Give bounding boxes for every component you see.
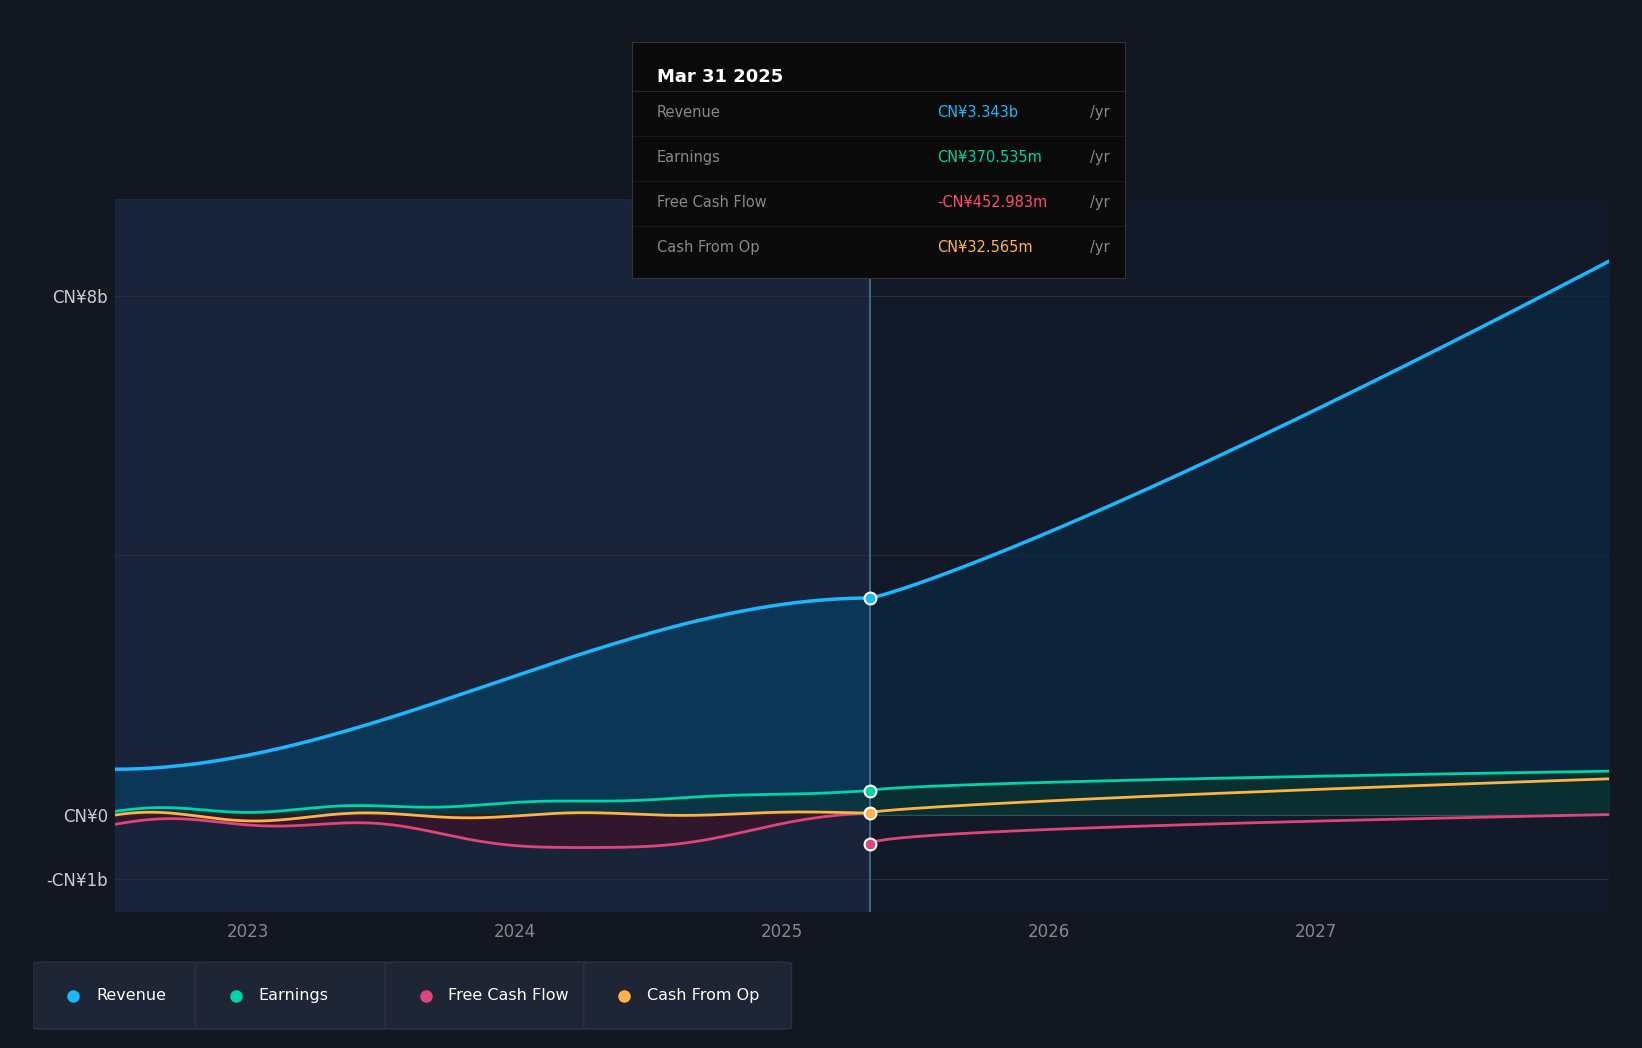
Text: /yr: /yr [1090, 150, 1110, 165]
Text: Cash From Op: Cash From Op [647, 988, 759, 1003]
Text: Free Cash Flow: Free Cash Flow [448, 988, 568, 1003]
Text: Free Cash Flow: Free Cash Flow [657, 195, 767, 210]
Text: CN¥32.565m: CN¥32.565m [938, 240, 1033, 255]
Text: Revenue: Revenue [95, 988, 166, 1003]
FancyBboxPatch shape [33, 962, 205, 1029]
Text: Past: Past [819, 253, 857, 270]
Bar [870, 199, 1609, 912]
Text: Analysts Forecasts: Analysts Forecasts [883, 253, 1051, 270]
Text: -CN¥452.983m: -CN¥452.983m [938, 195, 1048, 210]
FancyBboxPatch shape [386, 962, 593, 1029]
Text: /yr: /yr [1090, 195, 1110, 210]
Text: Revenue: Revenue [657, 105, 721, 121]
Bar [115, 199, 870, 912]
Text: CN¥370.535m: CN¥370.535m [938, 150, 1043, 165]
Text: Earnings: Earnings [657, 150, 721, 165]
Text: Mar 31 2025: Mar 31 2025 [657, 68, 783, 86]
FancyBboxPatch shape [585, 962, 791, 1029]
FancyBboxPatch shape [195, 962, 394, 1029]
Text: Earnings: Earnings [259, 988, 328, 1003]
Text: CN¥3.343b: CN¥3.343b [938, 105, 1018, 121]
Text: Cash From Op: Cash From Op [657, 240, 759, 255]
Text: /yr: /yr [1090, 105, 1110, 121]
Text: /yr: /yr [1090, 240, 1110, 255]
